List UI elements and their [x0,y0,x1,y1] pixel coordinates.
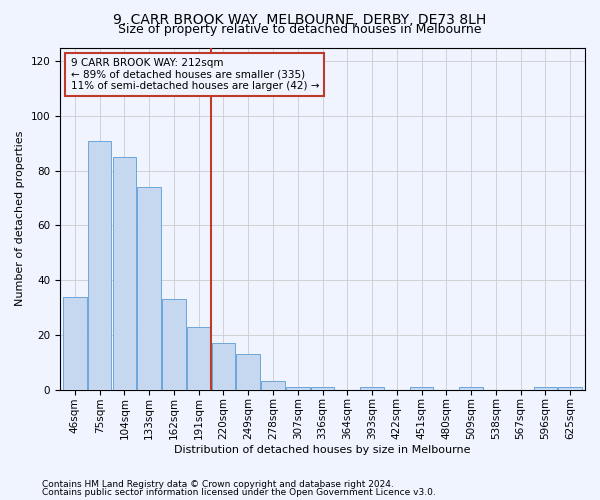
Bar [63,296,86,390]
Y-axis label: Number of detached properties: Number of detached properties [15,131,25,306]
Bar [559,387,582,390]
Bar [286,387,310,390]
Text: Contains public sector information licensed under the Open Government Licence v3: Contains public sector information licen… [42,488,436,497]
Bar [460,387,483,390]
Bar [162,300,185,390]
Bar [212,343,235,390]
Bar [113,157,136,390]
X-axis label: Distribution of detached houses by size in Melbourne: Distribution of detached houses by size … [174,445,471,455]
Bar [236,354,260,390]
Text: Size of property relative to detached houses in Melbourne: Size of property relative to detached ho… [118,22,482,36]
Bar [88,140,112,390]
Bar [410,387,433,390]
Bar [533,387,557,390]
Bar [187,326,211,390]
Bar [311,387,334,390]
Text: Contains HM Land Registry data © Crown copyright and database right 2024.: Contains HM Land Registry data © Crown c… [42,480,394,489]
Bar [137,187,161,390]
Bar [360,387,384,390]
Bar [261,382,285,390]
Text: 9, CARR BROOK WAY, MELBOURNE, DERBY, DE73 8LH: 9, CARR BROOK WAY, MELBOURNE, DERBY, DE7… [113,12,487,26]
Text: 9 CARR BROOK WAY: 212sqm
← 89% of detached houses are smaller (335)
11% of semi-: 9 CARR BROOK WAY: 212sqm ← 89% of detach… [71,58,319,91]
